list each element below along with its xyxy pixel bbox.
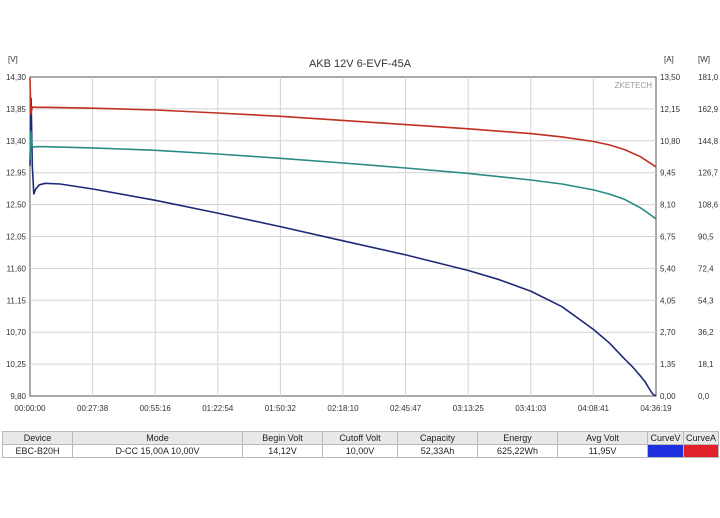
left-axis-unit: [V] [8,55,18,64]
left-axis-tick-label: 9,80 [10,392,26,401]
chart-watermark: ZKETECH [615,81,653,90]
amp-axis-tick-label: 1,35 [660,360,676,369]
amp-axis-tick-label: 4,05 [660,296,676,305]
amp-axis-tick-label: 12,15 [660,105,681,114]
header-curve-v: CurveV [647,431,684,445]
watt-axis-tick-label: 72,4 [698,264,714,273]
header-cutoff-volt: Cutoff Volt [322,431,398,445]
watt-axis-unit: [W] [698,55,710,64]
x-axis-tick-label: 01:22:54 [202,404,234,413]
x-axis-tick-label: 04:08:41 [578,404,610,413]
x-axis-tick-label: 02:45:47 [390,404,422,413]
amp-axis-tick-label: 5,40 [660,264,676,273]
left-axis-tick-label: 14,30 [6,73,27,82]
cell-begin-volt: 14,12V [242,444,323,458]
discharge-chart: AKB 12V 6-EVF-45A ZKETECH [V] [A] [W] 14… [6,55,719,413]
left-axis-tick-label: 12,05 [6,233,27,242]
amp-axis-tick-label: 13,50 [660,73,681,82]
watt-axis-tick-label: 0,0 [698,392,710,401]
x-axis-tick-label: 00:55:16 [140,404,172,413]
cell-device: EBC-B20H [2,444,73,458]
cell-mode: D-CC 15,00A 10,00V [72,444,243,458]
x-axis-tick-label: 04:36:19 [640,404,672,413]
header-device: Device [2,431,73,445]
amp-axis-tick-label: 0,00 [660,392,676,401]
curve-v-color-swatch[interactable] [647,444,684,458]
series-line-curvev [29,97,657,397]
x-axis-tick-label: 00:00:00 [14,404,46,413]
cell-energy: 625,22Wh [477,444,558,458]
cell-avg-volt: 11,95V [557,444,648,458]
cell-cutoff-volt: 10,00V [322,444,398,458]
watt-axis-tick-label: 126,7 [698,169,719,178]
left-axis-tick-label: 11,60 [7,264,27,273]
amp-axis-tick-label: 9,45 [660,169,676,178]
x-axis-tick-label: 01:50:32 [265,404,297,413]
watt-axis-tick-label: 54,3 [698,296,714,305]
left-axis-tick-label: 13,85 [6,105,27,114]
amp-axis-tick-label: 8,10 [660,201,676,210]
chart-title: AKB 12V 6-EVF-45A [309,58,412,70]
summary-data-row: EBC-B20H D-CC 15,00A 10,00V 14,12V 10,00… [2,444,719,458]
curve-a-color-swatch[interactable] [683,444,719,458]
left-axis-tick-label: 13,40 [6,137,27,146]
x-axis-tick-label: 00:27:38 [77,404,109,413]
header-energy: Energy [477,431,558,445]
series-line-curvea [29,130,657,220]
watt-axis-tick-label: 18,1 [698,360,714,369]
watt-axis-tick-label: 162,9 [698,105,719,114]
watt-axis-tick-label: 36,2 [698,328,714,337]
left-axis-tick-label: 12,50 [6,201,27,210]
header-mode: Mode [72,431,243,445]
watt-axis-tick-label: 108,6 [698,201,719,210]
left-axis-tick-label: 11,15 [7,296,27,305]
x-axis-tick-label: 03:41:03 [515,404,547,413]
cell-capacity: 52,33Ah [397,444,478,458]
series-line-curvew [29,77,657,168]
left-axis-tick-label: 10,70 [6,328,27,337]
amp-axis-tick-label: 6,75 [660,233,676,242]
summary-table: Device Mode Begin Volt Cutoff Volt Capac… [2,431,719,458]
left-axis-tick-label: 10,25 [6,360,27,369]
header-avg-volt: Avg Volt [557,431,648,445]
amp-axis-tick-label: 2,70 [660,328,676,337]
watt-axis-tick-label: 144,8 [698,137,719,146]
summary-header-row: Device Mode Begin Volt Cutoff Volt Capac… [2,431,719,445]
watt-axis-tick-label: 90,5 [698,233,714,242]
header-begin-volt: Begin Volt [242,431,323,445]
watt-axis-tick-label: 181,0 [698,73,719,82]
x-axis-tick-label: 02:18:10 [327,404,359,413]
amp-axis-unit: [A] [664,55,674,64]
amp-axis-tick-label: 10,80 [660,137,681,146]
left-axis-tick-label: 12,95 [6,169,27,178]
header-curve-a: CurveA [683,431,719,445]
header-capacity: Capacity [397,431,478,445]
x-axis-tick-label: 03:13:25 [453,404,485,413]
